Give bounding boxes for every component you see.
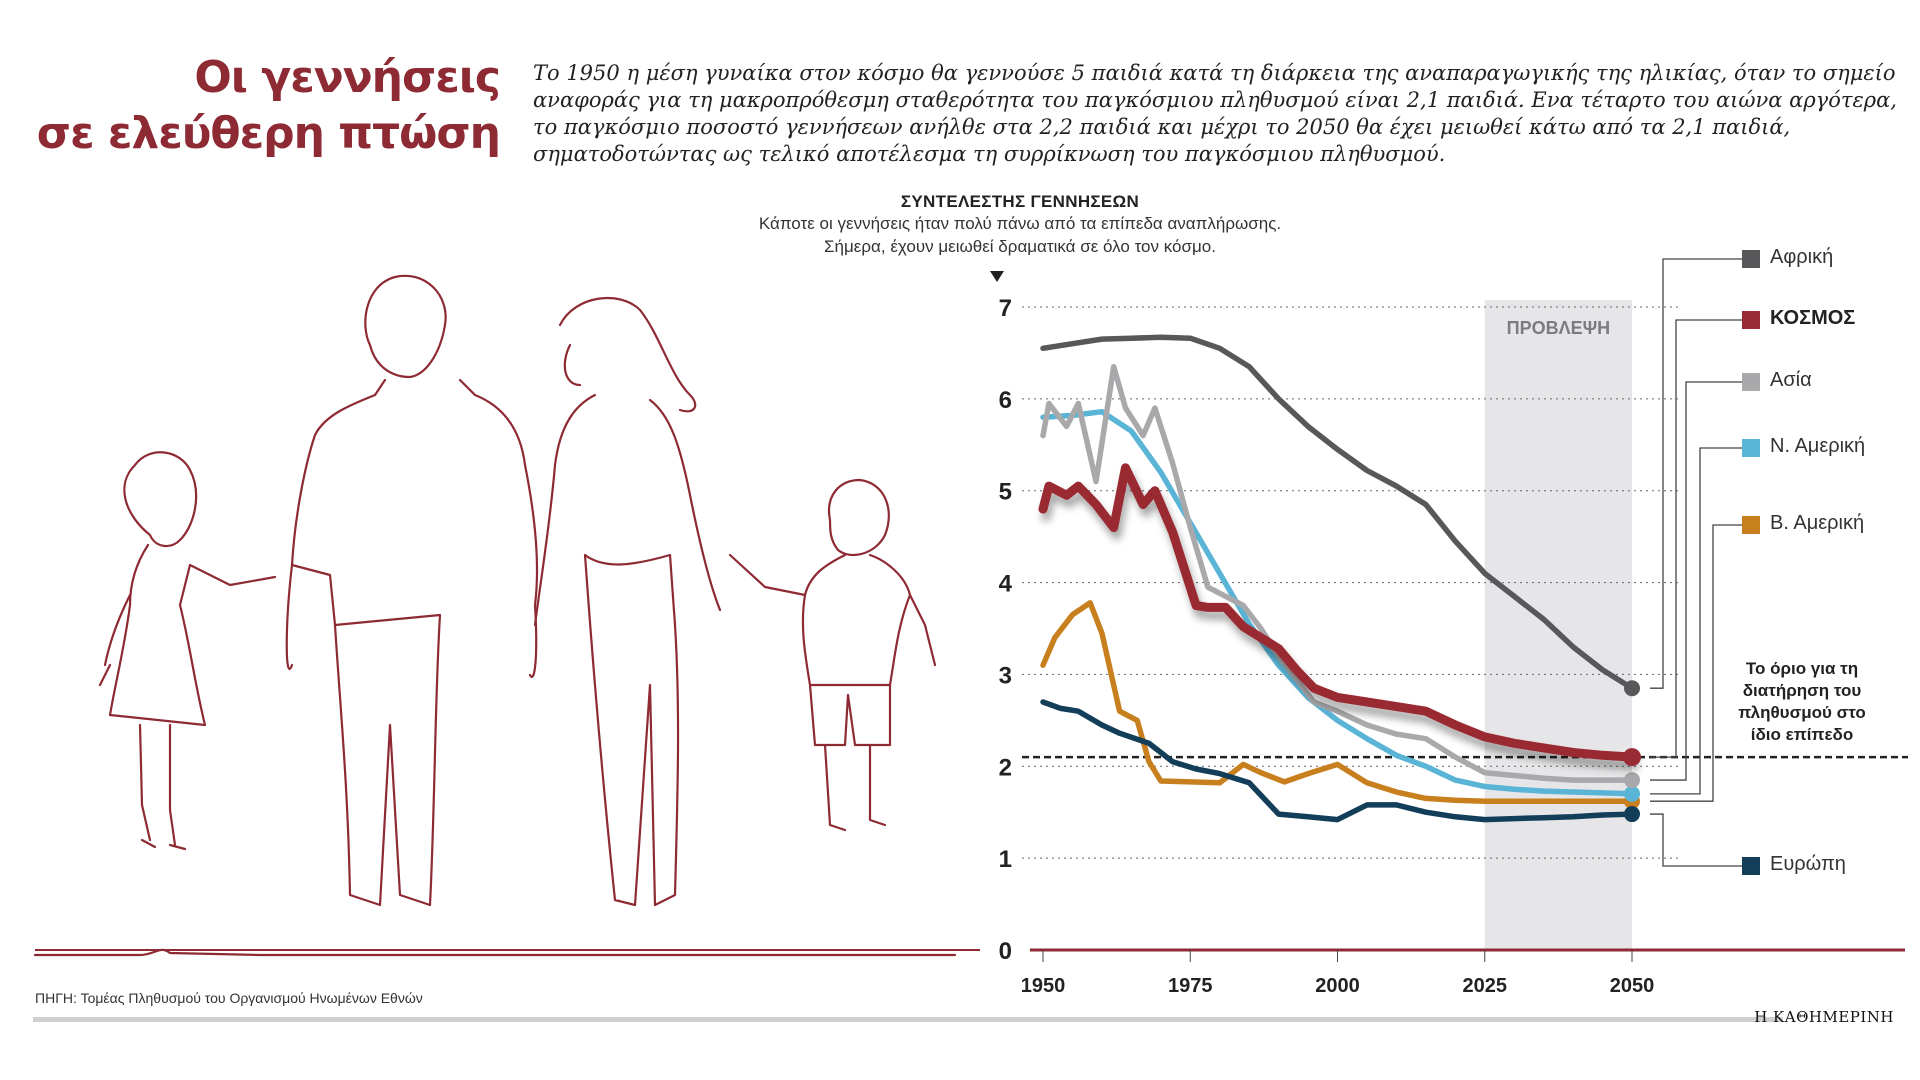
girl-figure — [98, 451, 277, 851]
x-tick-label: 2050 — [1610, 975, 1655, 997]
leader-line-south_america — [1650, 447, 1742, 795]
series-endpoint-asia — [1624, 772, 1640, 789]
leader-line-europe — [1650, 813, 1742, 867]
x-tick-label: 1950 — [1021, 975, 1066, 997]
leader-line-asia — [1650, 381, 1742, 781]
chart-title: ΣΥΝΤΕΛΕΣΤΗΣ ΓΕΝΝΗΣΕΩΝ — [900, 192, 1140, 211]
title-line-2: σε ελεύθερη πτώση — [36, 108, 501, 159]
forecast-band — [1484, 300, 1632, 950]
legend-swatch-north_america — [1742, 516, 1760, 534]
legend-label-africa: Αφρική — [1770, 246, 1834, 268]
series-line-africa — [1040, 334, 1635, 691]
boy-figure — [728, 478, 937, 832]
series-endpoint-south_america — [1624, 785, 1640, 802]
x-tick-label: 1975 — [1168, 975, 1213, 997]
legend-swatch-asia — [1742, 373, 1760, 391]
leader-line-africa — [1650, 258, 1742, 689]
x-tick-label: 2025 — [1463, 975, 1508, 997]
series-endpoint-europe — [1624, 806, 1640, 823]
leader-line-north_america — [1650, 524, 1742, 802]
y-tick-label: 5 — [999, 479, 1012, 506]
legend-label-south_america: Ν. Αμερική — [1770, 435, 1866, 457]
legend-swatch-south_america — [1742, 439, 1760, 457]
father-figure — [285, 274, 539, 907]
axis-arrow-icon — [990, 271, 1004, 282]
legend-swatch-europe — [1742, 857, 1760, 875]
footer-divider — [33, 1017, 1783, 1022]
title-line-1: Οι γεννήσεις — [194, 52, 501, 103]
x-tick-label: 2000 — [1315, 975, 1360, 997]
source-note: ΠΗΓΗ: Τομέας Πληθυσμού του Οργανισμού Ην… — [35, 990, 423, 1006]
forecast-band-label: ΠΡΟΒΛΕΨΗ — [1507, 318, 1611, 338]
series-line-europe — [1040, 699, 1635, 823]
legend-label-world: ΚΟΣΜΟΣ — [1770, 307, 1856, 329]
y-tick-label: 6 — [999, 387, 1012, 414]
family-line-illustration — [33, 274, 957, 957]
y-tick-label: 0 — [999, 938, 1012, 965]
series-endpoint-world — [1623, 748, 1641, 767]
y-tick-label: 4 — [999, 571, 1013, 598]
series-line-north_america — [1040, 600, 1635, 804]
legend-label-north_america: Β. Αμερική — [1770, 512, 1865, 534]
mother-figure — [533, 296, 722, 907]
series-endpoint-africa — [1624, 680, 1640, 697]
series-line-south_america — [1040, 408, 1635, 797]
chart-header: ΣΥΝΤΕΛΕΣΤΗΣ ΓΕΝΝΗΣΕΩΝ Κάποτε οι γεννήσει… — [700, 192, 1340, 258]
series-line-world — [1038, 463, 1637, 762]
chart-subtitle-1: Κάποτε οι γεννήσεις ήταν πολύ πάνω από τ… — [758, 214, 1282, 233]
series-line-asia — [1040, 363, 1635, 783]
page-title: Οι γεννήσεις σε ελεύθερη πτώση — [36, 50, 501, 162]
y-tick-label: 1 — [999, 846, 1012, 873]
legend-label-europe: Ευρώπη — [1770, 853, 1846, 875]
leader-line-world — [1650, 319, 1742, 758]
legend-label-asia: Ασία — [1770, 369, 1812, 391]
y-tick-label: 3 — [999, 662, 1012, 689]
y-tick-label: 7 — [999, 295, 1012, 322]
chart-subtitle-2: Σήμερα, έχουν μειωθεί δραματικά σε όλο τ… — [824, 237, 1216, 256]
publisher-brand: Η ΚΑΘΗΜΕΡΙΝΗ — [1754, 1008, 1894, 1026]
legend-swatch-africa — [1742, 250, 1760, 268]
intro-paragraph: Το 1950 η μέση γυναίκα στον κόσμο θα γεν… — [533, 61, 1897, 166]
y-tick-label: 2 — [999, 754, 1012, 781]
threshold-note: Το όριο για τη διατήρηση του πληθυσμού σ… — [1738, 659, 1866, 744]
legend-swatch-world — [1742, 311, 1760, 329]
